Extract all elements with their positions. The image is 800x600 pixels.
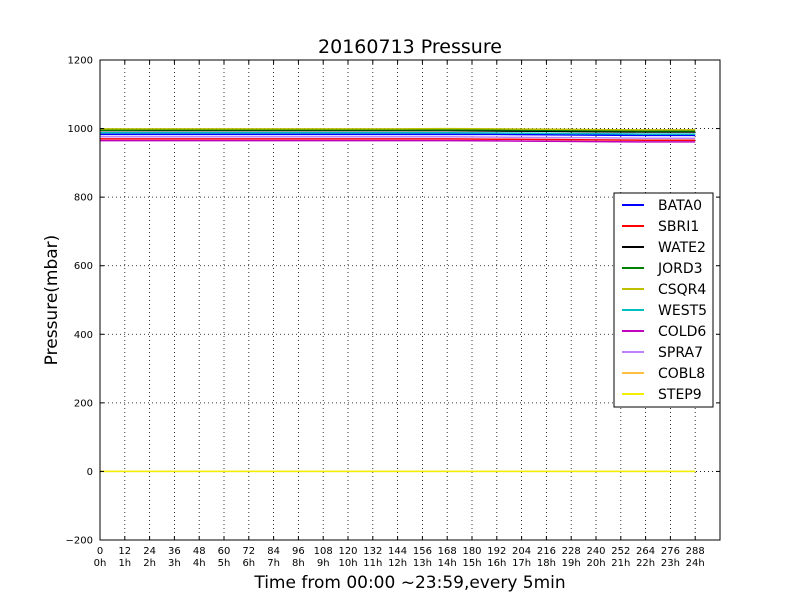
y-axis-ticks: −200 0 200 400 600 800 1000 1200	[66, 56, 720, 547]
legend-entry-spra7: SPRA7	[658, 345, 703, 361]
x-tick-hour-label: 24h	[686, 558, 705, 569]
x-tick-label: 132	[363, 546, 382, 557]
legend-entry-sbri1: SBRI1	[658, 219, 699, 235]
x-tick-label: 252	[611, 546, 630, 557]
x-tick-hour-label: 12h	[388, 558, 407, 569]
x-tick-hour-label: 21h	[611, 558, 630, 569]
x-tick-label: 72	[242, 546, 255, 557]
y-tick-label: 1200	[68, 56, 93, 67]
x-tick-hour-label: 0h	[94, 558, 107, 569]
x-tick-label: 24	[143, 546, 156, 557]
x-tick-hour-label: 9h	[317, 558, 330, 569]
y-tick-label: 1000	[68, 124, 93, 135]
x-tick-hour-label: 20h	[586, 558, 605, 569]
legend-entry-west5: WEST5	[658, 303, 707, 319]
x-tick-label: 192	[487, 546, 506, 557]
x-tick-label: 156	[413, 546, 432, 557]
x-tick-hour-label: 11h	[363, 558, 382, 569]
y-tick-label: −200	[66, 536, 93, 547]
x-tick-hour-label: 16h	[487, 558, 506, 569]
y-tick-label: 600	[74, 261, 93, 272]
x-tick-label: 228	[562, 546, 581, 557]
series-line-sbri1	[100, 138, 696, 141]
x-tick-label: 180	[462, 546, 481, 557]
legend-entry-wate2: WATE2	[658, 240, 706, 256]
y-axis-label: Pressure(mbar)	[42, 235, 62, 366]
x-tick-hour-label: 8h	[292, 558, 305, 569]
x-tick-hour-label: 1h	[118, 558, 131, 569]
x-tick-label: 108	[314, 546, 333, 557]
series-line-bata0	[100, 133, 696, 137]
x-tick-hour-label: 2h	[143, 558, 156, 569]
x-tick-hour-label: 19h	[562, 558, 581, 569]
legend-entry-csqr4: CSQR4	[658, 282, 706, 298]
x-tick-label: 96	[292, 546, 305, 557]
chart-title: 20160713 Pressure	[318, 36, 502, 58]
x-tick-hour-label: 17h	[512, 558, 531, 569]
legend-entry-jord3: JORD3	[657, 261, 703, 277]
legend-entry-step9: STEP9	[658, 387, 702, 403]
x-axis-label: Time from 00:00 ~23:59,every 5min	[253, 573, 565, 593]
x-tick-label: 144	[388, 546, 407, 557]
x-tick-label: 168	[438, 546, 457, 557]
y-tick-label: 0	[87, 467, 93, 478]
x-tick-hour-label: 7h	[267, 558, 280, 569]
legend-entry-bata0: BATA0	[658, 198, 702, 214]
x-tick-label: 264	[636, 546, 655, 557]
plot-area	[99, 59, 721, 541]
x-tick-label: 240	[586, 546, 605, 557]
x-tick-hour-label: 18h	[537, 558, 556, 569]
x-tick-label: 60	[218, 546, 231, 557]
legend: BATA0 SBRI1 WATE2 JORD3 CSQR4 WEST5 COLD6 SPRA7…	[613, 192, 714, 408]
series-line-west5	[100, 131, 696, 135]
x-tick-label: 216	[537, 546, 556, 557]
x-tick-label: 276	[661, 546, 680, 557]
x-tick-label: 12	[118, 546, 131, 557]
x-tick-hour-label: 3h	[168, 558, 181, 569]
series-line-spra7	[100, 136, 696, 139]
y-tick-label: 200	[74, 398, 93, 409]
x-tick-hour-label: 13h	[413, 558, 432, 569]
series-line-jord3	[99, 129, 696, 132]
x-tick-hour-label: 15h	[462, 558, 481, 569]
x-tick-label: 48	[193, 546, 206, 557]
y-tick-label: 400	[74, 330, 93, 341]
x-tick-label: 0	[97, 546, 103, 557]
series-line-csqr4	[100, 127, 696, 131]
x-tick-label: 36	[168, 546, 181, 557]
x-tick-hour-label: 6h	[242, 558, 255, 569]
series-line-cold6	[100, 139, 696, 143]
legend-entry-cold6: COLD6	[658, 324, 706, 340]
x-tick-label: 204	[512, 546, 531, 557]
x-tick-label: 288	[686, 546, 705, 557]
x-tick-hour-label: 14h	[438, 558, 457, 569]
x-tick-hour-label: 22h	[636, 558, 655, 569]
x-tick-hour-label: 10h	[338, 558, 357, 569]
legend-box	[613, 192, 714, 408]
x-tick-hour-label: 4h	[193, 558, 206, 569]
x-tick-label: 120	[338, 546, 357, 557]
x-tick-hour-label: 5h	[218, 558, 231, 569]
x-tick-hour-label: 23h	[661, 558, 680, 569]
y-tick-label: 800	[74, 193, 93, 204]
series-lines	[99, 127, 696, 473]
x-tick-label: 84	[267, 546, 280, 557]
legend-entry-cobl8: COBL8	[658, 366, 705, 382]
